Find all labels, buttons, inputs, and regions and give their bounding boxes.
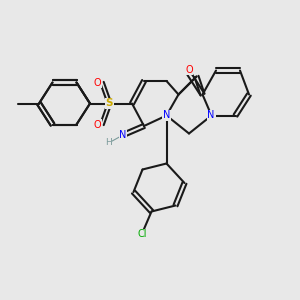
Text: N: N (207, 110, 214, 121)
Text: Cl: Cl (138, 229, 147, 239)
Text: O: O (94, 119, 101, 130)
Text: N: N (163, 110, 170, 121)
Text: H: H (105, 138, 111, 147)
Text: N: N (119, 130, 127, 140)
Text: O: O (185, 65, 193, 75)
Text: N: N (208, 110, 215, 121)
Text: S: S (106, 98, 113, 109)
Text: O: O (94, 77, 101, 88)
